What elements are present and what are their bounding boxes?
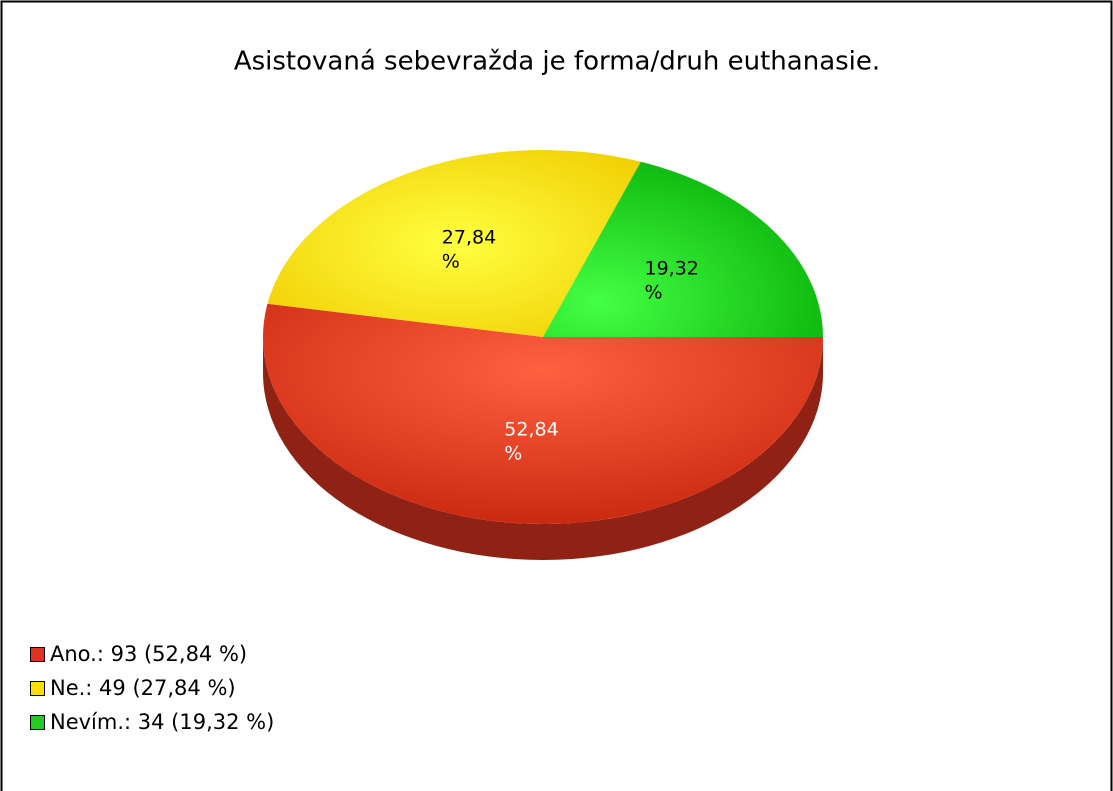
- slice-label: 52,84%: [504, 418, 558, 464]
- slice-label-line: %: [644, 281, 662, 303]
- pie-side: [263, 337, 823, 560]
- legend-swatch: [30, 715, 45, 730]
- pie-slice: [267, 150, 641, 337]
- slice-label-line: 52,84: [504, 418, 558, 440]
- slice-label-line: 27,84: [442, 226, 496, 248]
- legend-swatch: [30, 647, 45, 662]
- slice-label-line: %: [504, 442, 522, 464]
- legend-label: Nevím.: 34 (19,32 %): [50, 710, 274, 734]
- slice-label: 19,32%: [644, 257, 698, 303]
- legend-label: Ne.: 49 (27,84 %): [50, 676, 236, 700]
- slice-label-line: 19,32: [644, 257, 698, 279]
- slice-label: 27,84%: [442, 226, 496, 272]
- pie-slice: [543, 161, 823, 337]
- legend-label: Ano.: 93 (52,84 %): [50, 642, 247, 666]
- chart-title: Asistovaná sebevražda je forma/druh euth…: [234, 47, 880, 77]
- legend-swatch: [30, 681, 45, 696]
- pie-slice: [263, 303, 823, 524]
- slice-label-line: %: [442, 250, 460, 272]
